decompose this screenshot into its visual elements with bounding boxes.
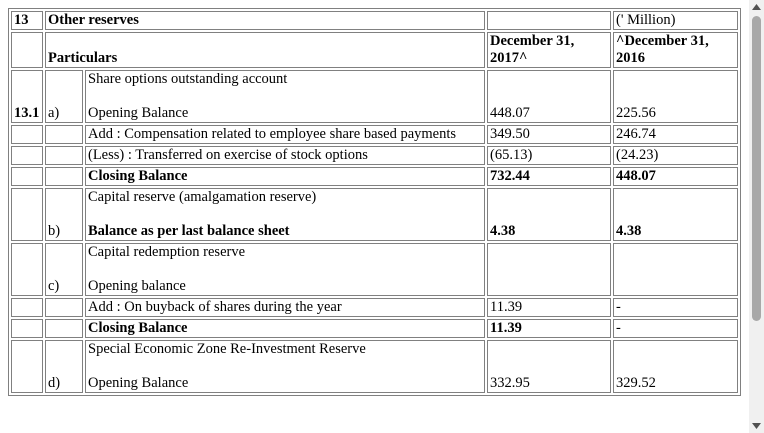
empty-cell — [45, 167, 83, 186]
column-header-row: Particulars December 31, 2017^ ^December… — [11, 32, 739, 68]
table-row: 13.1 a) Share options outstanding accoun… — [11, 70, 739, 123]
empty-cell — [487, 243, 612, 296]
column-header-current: December 31, 2017^ — [487, 32, 612, 68]
header-empty-cell — [487, 11, 612, 30]
empty-cell — [11, 146, 43, 165]
value-prior: 448.07 — [613, 167, 739, 186]
table-row: Closing Balance 732.44 448.07 — [11, 167, 739, 186]
scroll-up-button[interactable] — [749, 0, 764, 14]
value-current: 732.44 — [487, 167, 612, 186]
section-letter: a) — [45, 70, 83, 123]
value-prior: 4.38 — [613, 188, 739, 241]
empty-cell — [11, 340, 43, 393]
empty-cell — [45, 125, 83, 144]
row-label: Add : On buyback of shares during the ye… — [85, 298, 486, 317]
value-current: 332.95 — [487, 340, 612, 393]
triangle-down-icon — [752, 423, 761, 429]
opening-balance-label: Opening balance — [88, 278, 186, 294]
row-label: Share options outstanding account Openin… — [85, 70, 486, 123]
empty-cell — [11, 125, 43, 144]
value-current: 4.38 — [487, 188, 612, 241]
empty-cell — [11, 167, 43, 186]
table-row: (Less) : Transferred on exercise of stoc… — [11, 146, 739, 165]
row-label: Capital reserve (amalgamation reserve) B… — [85, 188, 486, 241]
empty-cell — [11, 188, 43, 241]
value-current: 448.07 — [487, 70, 612, 123]
section-letter: b) — [45, 188, 83, 241]
empty-cell — [45, 319, 83, 338]
section-title: Capital redemption reserve — [88, 244, 246, 260]
value-prior: - — [613, 319, 739, 338]
column-header-prior: ^December 31, 2016 — [613, 32, 739, 68]
row-label: Add : Compensation related to employee s… — [85, 125, 486, 144]
table-row: Add : Compensation related to employee s… — [11, 125, 739, 144]
particulars-header: Particulars — [45, 32, 486, 68]
opening-balance-label: Opening Balance — [88, 105, 189, 121]
value-current: 11.39 — [487, 319, 612, 338]
vertical-scrollbar[interactable] — [749, 0, 764, 433]
row-label: Closing Balance — [85, 167, 486, 186]
empty-cell — [11, 32, 43, 68]
table-row: Add : On buyback of shares during the ye… — [11, 298, 739, 317]
value-current: 11.39 — [487, 298, 612, 317]
section-title: Special Economic Zone Re-Investment Rese… — [88, 341, 366, 357]
value-prior: 329.52 — [613, 340, 739, 393]
section-letter: d) — [45, 340, 83, 393]
value-prior: 246.74 — [613, 125, 739, 144]
opening-balance-label: Opening Balance — [88, 375, 189, 391]
value-prior: - — [613, 298, 739, 317]
table-row: c) Capital redemption reserve Opening ba… — [11, 243, 739, 296]
row-label: Special Economic Zone Re-Investment Rese… — [85, 340, 486, 393]
table-header-row: 13 Other reserves (' Million) — [11, 11, 739, 30]
row-label: (Less) : Transferred on exercise of stoc… — [85, 146, 486, 165]
value-prior: (24.23) — [613, 146, 739, 165]
section-letter: c) — [45, 243, 83, 296]
empty-cell — [613, 243, 739, 296]
empty-cell — [45, 146, 83, 165]
balance-label: Balance as per last balance sheet — [88, 223, 290, 239]
value-prior: 225.56 — [613, 70, 739, 123]
empty-cell — [11, 298, 43, 317]
table-row: d) Special Economic Zone Re-Investment R… — [11, 340, 739, 393]
empty-cell — [11, 319, 43, 338]
section-number: 13.1 — [11, 70, 43, 123]
unit-label: (' Million) — [613, 11, 739, 30]
value-current: 349.50 — [487, 125, 612, 144]
section-title: Share options outstanding account — [88, 71, 288, 87]
section-title: Capital reserve (amalgamation reserve) — [88, 189, 317, 205]
scroll-thumb[interactable] — [752, 16, 761, 321]
table-row: Closing Balance 11.39 - — [11, 319, 739, 338]
row-label: Closing Balance — [85, 319, 486, 338]
triangle-up-icon — [752, 4, 761, 10]
row-label: Capital redemption reserve Opening balan… — [85, 243, 486, 296]
scroll-down-button[interactable] — [749, 419, 764, 433]
empty-cell — [45, 298, 83, 317]
other-reserves-table: 13 Other reserves (' Million) Particular… — [8, 8, 742, 396]
table-row: b) Capital reserve (amalgamation reserve… — [11, 188, 739, 241]
empty-cell — [11, 243, 43, 296]
value-current: (65.13) — [487, 146, 612, 165]
note-title: Other reserves — [45, 11, 486, 30]
note-number: 13 — [11, 11, 43, 30]
